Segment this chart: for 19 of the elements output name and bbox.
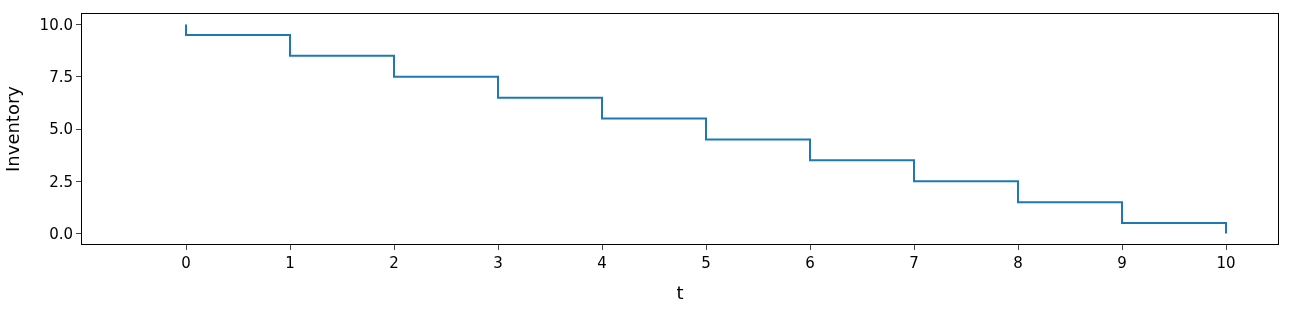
x-tick-label: 0 [181, 254, 191, 272]
x-tick-label: 5 [701, 254, 711, 272]
y-tick-label: 7.5 [49, 67, 73, 86]
line-series [185, 23, 1227, 235]
y-tick-label: 10.0 [39, 15, 73, 34]
x-tick-label: 3 [493, 254, 503, 272]
x-tick-label: 2 [389, 254, 399, 272]
y-axis-title: Inventory [1, 85, 23, 172]
x-tick-label: 10 [1216, 254, 1236, 272]
x-tick-label: 1 [285, 254, 295, 272]
x-axis-title: t [676, 282, 684, 304]
x-tick-label: 9 [1117, 254, 1127, 272]
y-tick-label: 2.5 [49, 172, 73, 191]
x-tick-label: 8 [1013, 254, 1023, 272]
x-tick-label: 4 [597, 254, 607, 272]
y-tick-label: 5.0 [49, 120, 73, 139]
x-tick-label: 6 [805, 254, 815, 272]
x-tick-label: 7 [909, 254, 919, 272]
y-tick-label: 0.0 [49, 224, 73, 243]
